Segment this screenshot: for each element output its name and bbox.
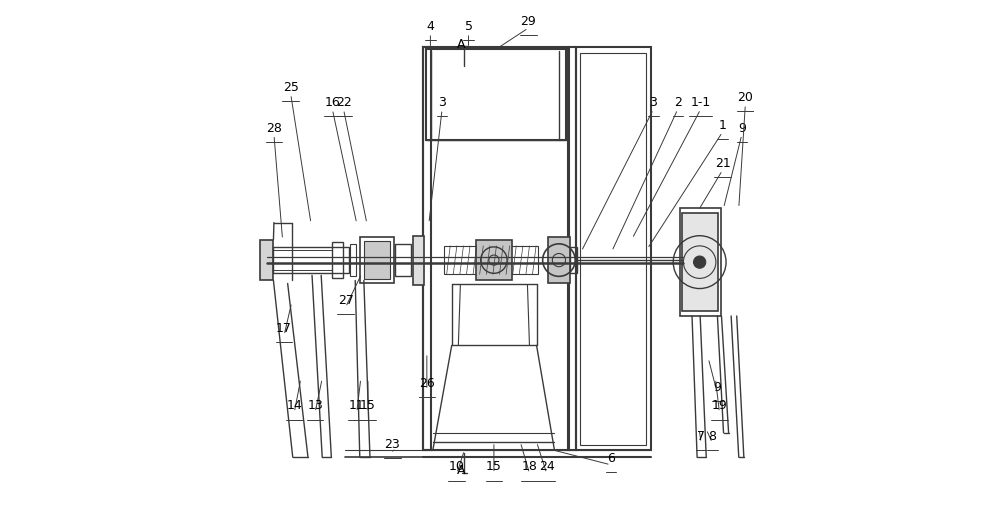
Bar — [332, 242, 343, 278]
Text: 1-1: 1-1 — [691, 96, 711, 109]
Text: 18: 18 — [522, 460, 537, 473]
Bar — [568, 47, 576, 450]
Bar — [423, 47, 431, 450]
Text: 4: 4 — [426, 20, 434, 33]
Bar — [444, 246, 538, 274]
Text: 16: 16 — [324, 96, 340, 109]
Bar — [273, 247, 349, 273]
Bar — [413, 236, 424, 285]
Bar — [570, 247, 577, 273]
Bar — [580, 53, 646, 444]
Text: 28: 28 — [266, 121, 282, 135]
Bar — [476, 240, 512, 280]
Text: 2: 2 — [674, 96, 682, 109]
Text: 15: 15 — [486, 460, 502, 473]
Text: A: A — [457, 463, 466, 477]
Text: 8: 8 — [708, 430, 716, 443]
Text: 9: 9 — [713, 380, 721, 394]
Text: 24: 24 — [539, 460, 555, 473]
Text: 9: 9 — [738, 121, 746, 135]
Text: A: A — [457, 38, 466, 51]
Bar — [260, 240, 273, 280]
Text: 5: 5 — [465, 20, 473, 33]
Text: 6: 6 — [607, 452, 615, 465]
Text: 3: 3 — [438, 96, 446, 109]
Bar — [364, 241, 390, 279]
Text: 10: 10 — [449, 460, 465, 473]
Text: 3: 3 — [649, 96, 657, 109]
Text: 27: 27 — [338, 294, 354, 307]
Text: 21: 21 — [715, 157, 730, 170]
Text: 22: 22 — [336, 96, 351, 109]
Bar — [576, 47, 651, 450]
Circle shape — [694, 256, 706, 268]
Text: 20: 20 — [737, 91, 753, 104]
Bar — [548, 237, 570, 283]
Bar — [682, 213, 718, 311]
Bar — [350, 244, 356, 276]
Text: 17: 17 — [276, 322, 292, 335]
Bar — [423, 47, 569, 450]
Bar — [360, 237, 394, 283]
Bar — [680, 208, 721, 316]
Text: 1: 1 — [719, 119, 726, 132]
Text: 25: 25 — [283, 81, 299, 94]
Text: 13: 13 — [307, 399, 323, 412]
Text: 15: 15 — [360, 399, 376, 412]
Text: 11: 11 — [349, 399, 365, 412]
Text: 29: 29 — [521, 15, 536, 28]
Text: 26: 26 — [419, 377, 435, 390]
Bar — [426, 49, 566, 140]
Text: 19: 19 — [712, 399, 727, 412]
Text: 7: 7 — [697, 430, 705, 443]
Bar — [395, 244, 411, 276]
Text: 14: 14 — [286, 399, 302, 412]
Text: 23: 23 — [384, 438, 400, 451]
